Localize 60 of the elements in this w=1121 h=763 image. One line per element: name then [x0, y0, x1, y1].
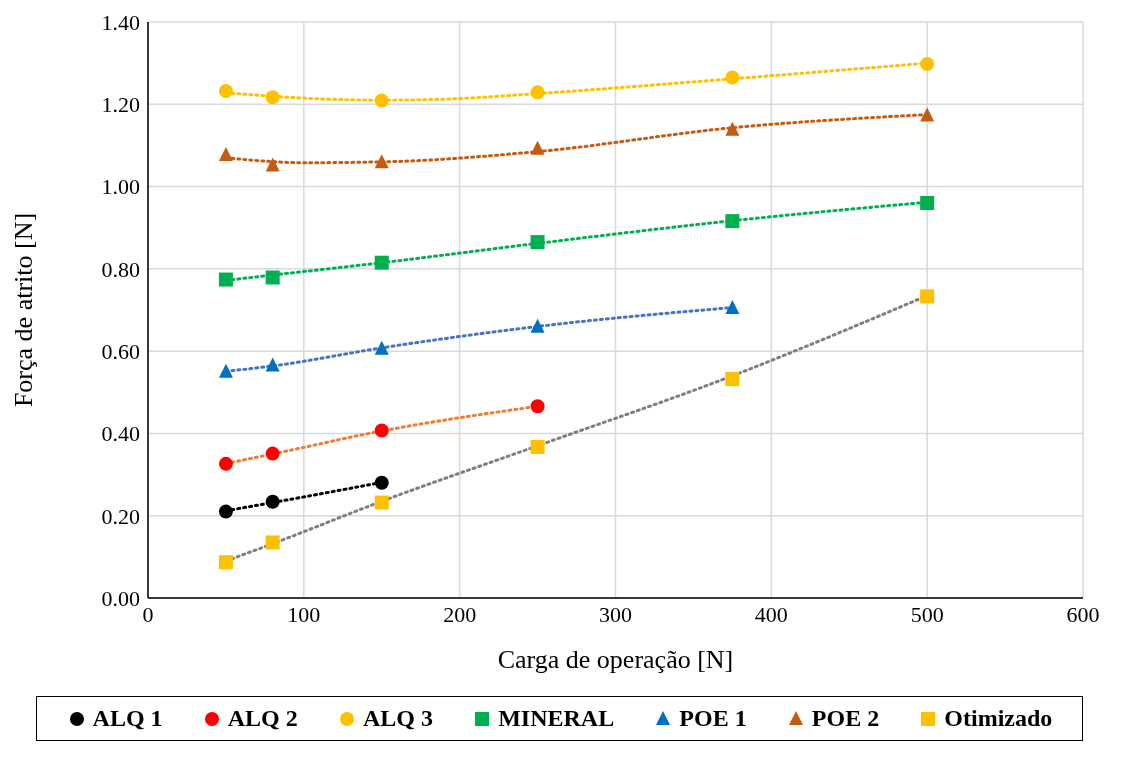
y-tick-label: 1.00 — [101, 174, 140, 200]
point — [374, 495, 389, 510]
x-tick-label: 500 — [910, 601, 944, 627]
point — [218, 84, 233, 99]
x-tick-label: 0 — [142, 601, 154, 627]
point — [218, 456, 233, 471]
legend-label: ALQ 2 — [226, 705, 298, 732]
y-tick-label: 0.60 — [101, 338, 140, 364]
point — [374, 255, 389, 270]
x-axis-title: Carga de operação [N] — [497, 645, 734, 674]
point — [920, 196, 935, 211]
point — [265, 535, 280, 550]
y-axis-title: Força de atrito [N] — [9, 212, 39, 408]
point — [725, 70, 740, 85]
point — [374, 154, 389, 169]
x-tick-label: 600 — [1066, 601, 1100, 627]
point — [265, 446, 280, 461]
point — [265, 157, 280, 172]
legend-label: MINERAL — [497, 705, 615, 732]
point — [374, 340, 389, 355]
legend-label: POE 1 — [678, 705, 747, 732]
point — [374, 423, 389, 438]
legend-label: Otimizado — [943, 705, 1053, 732]
point — [920, 56, 935, 71]
point — [218, 555, 233, 570]
point — [725, 121, 740, 136]
point — [725, 214, 740, 229]
point — [530, 440, 545, 455]
point — [218, 363, 233, 378]
point — [218, 272, 233, 287]
point — [374, 93, 389, 108]
legend-label: ALQ 1 — [91, 705, 163, 732]
x-tick-label: 200 — [443, 601, 477, 627]
y-tick-label: 0.80 — [101, 256, 140, 282]
x-tick-label: 400 — [754, 601, 788, 627]
x-tick-label: 300 — [599, 601, 632, 627]
legend-label: POE 2 — [810, 705, 880, 732]
point — [530, 85, 545, 100]
y-tick-label: 0.00 — [101, 585, 140, 611]
y-tick-label: 0.40 — [101, 421, 140, 447]
y-tick-label: 1.40 — [101, 9, 140, 35]
point — [530, 235, 545, 250]
point — [725, 299, 740, 314]
point — [920, 107, 935, 122]
y-tick-label: 0.20 — [101, 503, 140, 529]
point — [265, 357, 280, 372]
point — [218, 504, 233, 519]
point — [265, 494, 280, 509]
point — [218, 146, 233, 161]
point — [530, 140, 545, 155]
point — [265, 90, 280, 105]
legend-label: ALQ 3 — [361, 705, 433, 732]
x-tick-label: 100 — [287, 601, 321, 627]
point — [265, 270, 280, 285]
point — [374, 475, 389, 490]
point — [920, 289, 935, 304]
point — [530, 399, 545, 414]
point — [530, 318, 545, 333]
point — [725, 372, 740, 387]
y-tick-label: 1.20 — [101, 92, 140, 118]
